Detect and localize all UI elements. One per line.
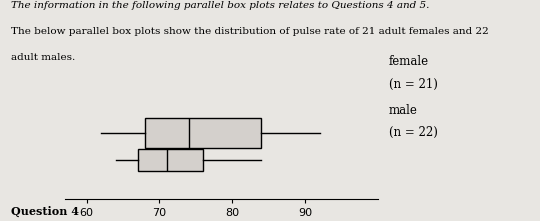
Text: female: female bbox=[389, 55, 429, 68]
Text: adult males.: adult males. bbox=[11, 53, 75, 62]
Text: The information in the following parallel box plots relates to Questions 4 and 5: The information in the following paralle… bbox=[11, 1, 429, 10]
Text: (n = 22): (n = 22) bbox=[389, 126, 438, 139]
Bar bbox=[145, 118, 261, 148]
Text: male: male bbox=[389, 104, 417, 117]
Text: Question 4: Question 4 bbox=[11, 205, 79, 217]
Text: The below parallel box plots show the distribution of pulse rate of 21 adult fem: The below parallel box plots show the di… bbox=[11, 27, 489, 36]
Text: (n = 21): (n = 21) bbox=[389, 78, 438, 90]
Bar bbox=[138, 149, 203, 171]
